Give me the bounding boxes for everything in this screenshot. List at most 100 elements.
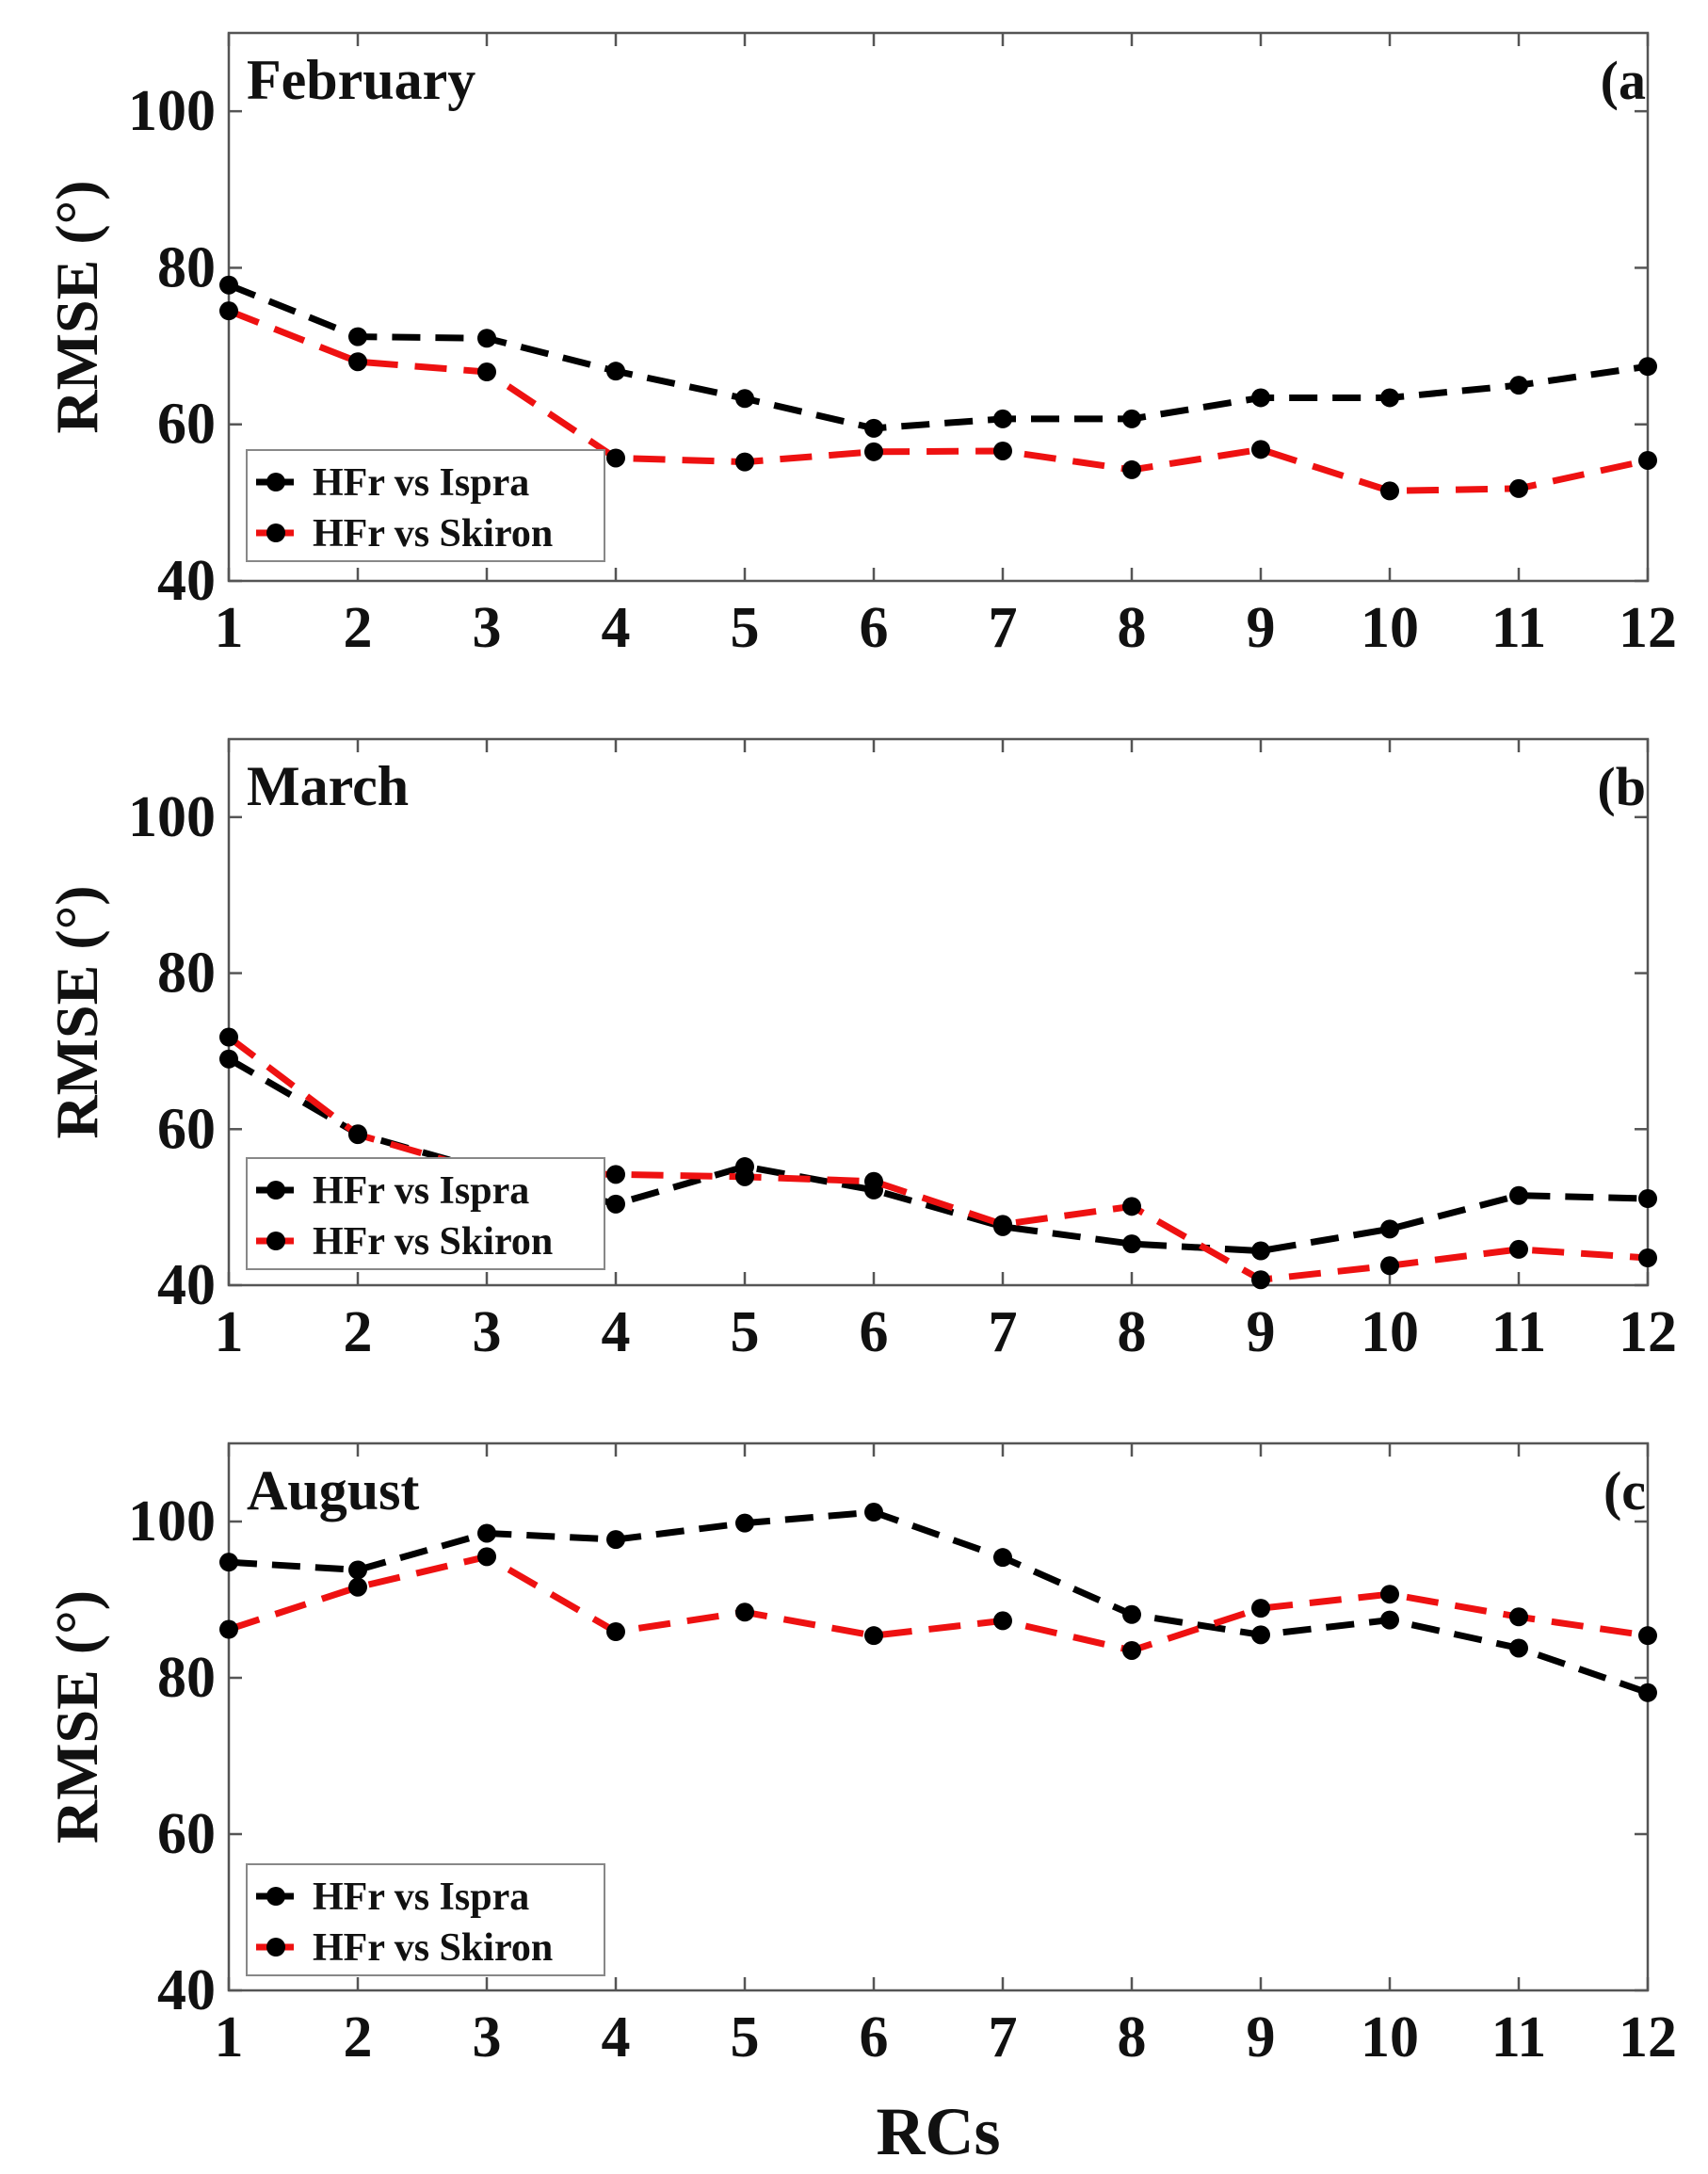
data-point-skiron <box>735 1167 754 1186</box>
x-tick-label: 6 <box>860 1300 889 1364</box>
x-tick-label: 11 <box>1491 2005 1547 2069</box>
data-point-skiron <box>864 442 883 461</box>
data-point-ispra <box>1638 1683 1657 1702</box>
legend-box <box>246 1157 605 1270</box>
data-point-ispra <box>993 1548 1012 1568</box>
data-point-skiron <box>1509 478 1528 498</box>
panel-title: March <box>247 755 409 817</box>
data-point-skiron <box>1122 1197 1141 1216</box>
data-point-skiron <box>1251 1270 1270 1290</box>
y-tick-label: 40 <box>157 1958 216 2022</box>
x-tick-label: 2 <box>344 596 373 660</box>
x-tick-label: 12 <box>1619 2005 1677 2069</box>
legend-box <box>246 1863 605 1976</box>
legend-swatch-marker <box>266 1887 285 1906</box>
data-point-skiron <box>1509 1239 1528 1259</box>
data-point-ispra <box>477 1523 496 1543</box>
data-point-skiron <box>348 1125 367 1145</box>
x-tick-label: 11 <box>1491 596 1547 660</box>
x-tick-label: 1 <box>215 1300 244 1364</box>
legend-swatch-marker <box>266 473 285 491</box>
x-tick-label: 8 <box>1118 596 1147 660</box>
x-tick-label: 4 <box>602 1300 631 1364</box>
legend-box <box>246 449 605 562</box>
data-point-skiron <box>993 1611 1012 1631</box>
y-tick-label: 60 <box>157 1802 216 1866</box>
data-point-ispra <box>1509 376 1528 395</box>
data-point-ispra <box>219 275 238 295</box>
series-line-skiron <box>227 1553 1649 1654</box>
x-tick-label: 3 <box>473 2005 502 2069</box>
y-axis-title: RMSE (°) <box>43 180 110 433</box>
data-point-skiron <box>606 1622 625 1642</box>
x-tick-label: 1 <box>215 2005 244 2069</box>
series-line-ispra <box>228 1508 1650 1697</box>
data-point-skiron <box>1380 481 1399 501</box>
data-point-skiron <box>1380 1585 1399 1604</box>
legend: HFr vs Ispra HFr vs Skiron <box>246 1157 605 1270</box>
x-tick-label: 2 <box>344 2005 373 2069</box>
data-point-ispra <box>1638 357 1657 377</box>
data-point-skiron <box>1251 1599 1270 1618</box>
data-point-ispra <box>219 1553 238 1572</box>
data-point-skiron <box>219 1027 238 1047</box>
x-tick-label: 5 <box>731 596 760 660</box>
panel-title: August <box>247 1459 419 1522</box>
data-point-ispra <box>1638 1189 1657 1209</box>
x-tick-label: 5 <box>731 1300 760 1364</box>
x-tick-label: 12 <box>1619 596 1677 660</box>
panel-title: February <box>247 49 475 111</box>
data-point-ispra <box>1251 1625 1270 1645</box>
x-tick-label: 8 <box>1118 1300 1147 1364</box>
data-point-skiron <box>1122 1640 1141 1660</box>
y-tick-label: 60 <box>157 1097 216 1161</box>
legend: HFr vs Ispra HFr vs Skiron <box>246 1863 605 1976</box>
legend-swatch-marker <box>266 523 285 542</box>
data-point-ispra <box>1509 1638 1528 1658</box>
data-point-skiron <box>1380 1256 1399 1276</box>
panel-tag: (c <box>1603 1460 1646 1522</box>
data-point-skiron <box>1251 440 1270 459</box>
data-point-skiron <box>864 1626 883 1646</box>
data-point-ispra <box>735 1513 754 1533</box>
legend-swatch-marker <box>266 1232 285 1250</box>
x-tick-label: 3 <box>473 596 502 660</box>
data-point-skiron <box>1509 1607 1528 1627</box>
y-axis-title: RMSE (°) <box>43 1590 110 1844</box>
data-point-skiron <box>477 362 496 382</box>
x-tick-label: 10 <box>1361 1300 1419 1364</box>
y-tick-label: 100 <box>128 79 216 143</box>
legend-label: HFr vs Skiron <box>313 1926 553 1970</box>
x-tick-label: 7 <box>989 2005 1018 2069</box>
data-point-skiron <box>735 1602 754 1622</box>
y-tick-label: 40 <box>157 549 216 613</box>
x-tick-label: 12 <box>1619 1300 1677 1364</box>
data-point-ispra <box>606 1194 625 1214</box>
series-line-skiron <box>227 307 1649 494</box>
legend-label: HFr vs Skiron <box>313 1220 553 1264</box>
data-point-ispra <box>993 409 1012 428</box>
y-tick-label: 60 <box>157 393 216 457</box>
data-point-skiron <box>864 1171 883 1191</box>
data-point-ispra <box>1380 1610 1399 1630</box>
y-tick-label: 80 <box>157 942 216 1006</box>
data-point-ispra <box>1122 1234 1141 1254</box>
data-point-ispra <box>477 329 496 348</box>
x-tick-label: 9 <box>1247 1300 1276 1364</box>
data-point-ispra <box>1251 388 1270 408</box>
x-tick-label: 4 <box>602 2005 631 2069</box>
data-point-ispra <box>1122 1604 1141 1624</box>
data-point-skiron <box>1122 459 1141 479</box>
legend-label: HFr vs Ispra <box>313 461 529 505</box>
data-point-skiron <box>219 301 238 321</box>
data-point-skiron <box>993 441 1012 460</box>
x-tick-label: 3 <box>473 1300 502 1364</box>
data-point-ispra <box>1380 1219 1399 1239</box>
y-tick-label: 80 <box>157 1646 216 1710</box>
data-point-ispra <box>1509 1185 1528 1205</box>
y-tick-label: 100 <box>128 785 216 849</box>
data-point-skiron <box>219 1619 238 1639</box>
legend-swatch-marker <box>266 1938 285 1957</box>
data-point-ispra <box>1122 409 1141 428</box>
